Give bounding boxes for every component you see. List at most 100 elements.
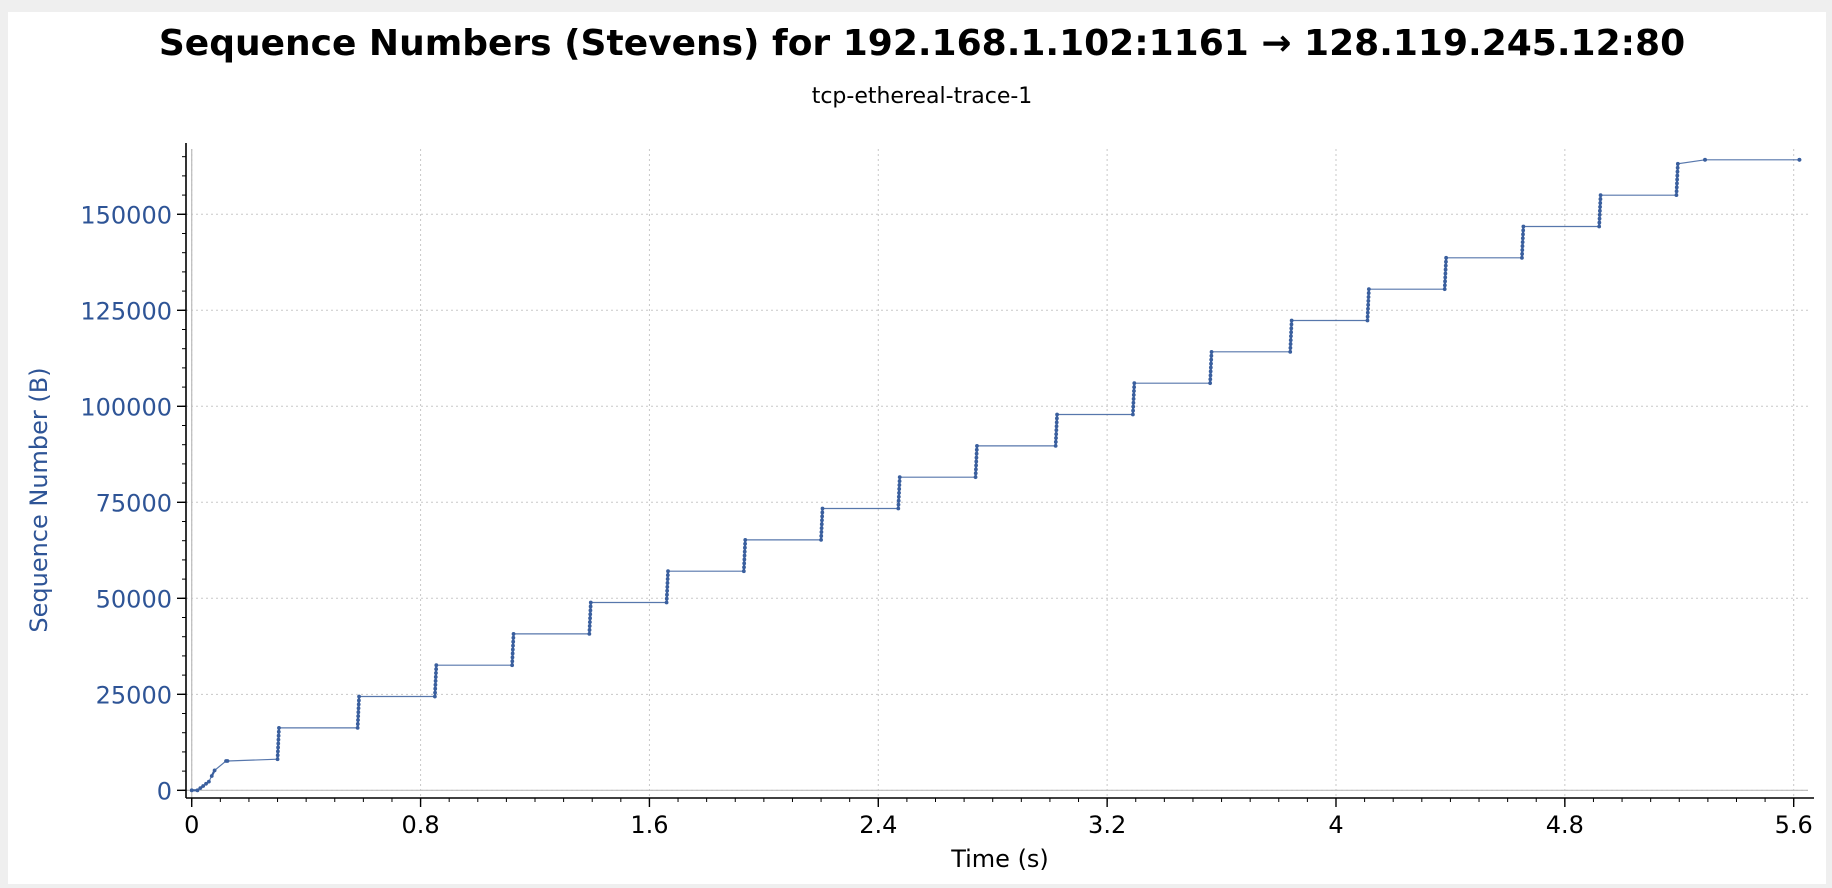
y-axis-label: Sequence Number (B) xyxy=(25,367,53,632)
segment-point xyxy=(275,753,280,758)
segment-point xyxy=(1130,412,1135,417)
y-tick-label: 0 xyxy=(157,777,172,805)
segment-point xyxy=(587,624,592,628)
segment-burst xyxy=(1130,381,1137,417)
segment-point xyxy=(819,522,824,527)
segment-point xyxy=(511,631,516,636)
segment-point xyxy=(1675,173,1680,178)
x-tick-label: 5.6 xyxy=(1775,811,1813,839)
segment-point xyxy=(356,714,361,719)
segment-point xyxy=(1289,334,1293,339)
x-tick-label: 0 xyxy=(184,811,199,839)
segment-point xyxy=(1054,428,1059,433)
segment-point xyxy=(665,592,669,597)
x-tick-label: 4.8 xyxy=(1546,811,1584,839)
segment-point xyxy=(742,549,747,554)
segment-point xyxy=(1597,224,1602,229)
segment-point xyxy=(1520,240,1525,245)
segment-point xyxy=(433,690,437,695)
segment-point xyxy=(1054,416,1059,421)
segment-point xyxy=(1366,302,1371,307)
segment-point xyxy=(820,518,824,523)
segment-point xyxy=(434,663,439,668)
segment-point xyxy=(1288,338,1293,342)
segment-point xyxy=(198,786,203,791)
segment-point xyxy=(432,694,437,699)
segment-point xyxy=(1674,193,1679,198)
segment-point xyxy=(588,604,593,609)
segment-point xyxy=(819,530,824,534)
segment-point xyxy=(356,710,361,715)
segment-point xyxy=(1054,432,1059,436)
segment-point xyxy=(588,608,593,613)
segment-point xyxy=(974,463,978,468)
segment-point xyxy=(1598,205,1602,209)
segment-point xyxy=(742,553,747,558)
segment-point xyxy=(1674,185,1679,190)
segment-point xyxy=(1054,436,1058,440)
segment-point xyxy=(588,616,592,621)
segment-point xyxy=(1598,197,1603,201)
segment-point xyxy=(510,647,515,652)
segment-burst xyxy=(209,768,217,778)
y-tick-label: 25000 xyxy=(96,681,172,709)
axes: 0 0.8 1.6 2.4 3.2 4 4.8 5.6 0 25000 50000 75000 1000… xyxy=(80,143,1814,839)
segment-point xyxy=(356,706,361,711)
segment-burst xyxy=(1208,349,1214,386)
segment-burst xyxy=(741,537,748,574)
segment-point xyxy=(212,768,217,773)
segment-point xyxy=(433,682,438,687)
segment-point xyxy=(588,600,593,605)
segment-burst xyxy=(587,600,593,636)
segment-point xyxy=(665,581,670,585)
segment-burst xyxy=(1597,193,1603,229)
segment-point xyxy=(1054,424,1059,429)
grid-lines xyxy=(186,149,1808,798)
segment-point xyxy=(820,514,825,519)
segment-point xyxy=(511,643,515,648)
segment-point xyxy=(1365,314,1370,319)
segment-point xyxy=(1208,373,1213,378)
segment-point xyxy=(1208,381,1213,386)
segment-burst xyxy=(198,784,206,791)
segment-point xyxy=(275,749,280,754)
segment-point xyxy=(433,678,438,683)
segment-point xyxy=(973,475,978,480)
segment-point xyxy=(664,596,669,601)
segment-point xyxy=(206,779,211,784)
segment-burst xyxy=(1442,255,1449,292)
segment-point xyxy=(897,487,902,491)
segment-point xyxy=(1209,361,1213,366)
segment-point xyxy=(896,502,901,507)
segment-burst xyxy=(896,475,902,511)
segment-point xyxy=(742,557,747,562)
segment-point xyxy=(1366,291,1371,295)
chart-panel: Sequence Numbers (Stevens) for 192.168.1… xyxy=(8,12,1826,884)
segment-point xyxy=(820,510,825,515)
segment-point xyxy=(1288,349,1293,354)
segment-point xyxy=(897,490,901,495)
segment-point xyxy=(1365,318,1370,323)
segment-point xyxy=(276,733,281,738)
segment-point xyxy=(587,620,592,625)
segment-point xyxy=(1209,349,1214,354)
segment-point xyxy=(1443,267,1448,272)
y-tick-label: 150000 xyxy=(80,201,172,229)
segment-burst xyxy=(204,779,211,786)
segment-point xyxy=(1597,208,1602,213)
segment-point xyxy=(1444,255,1449,260)
x-tick-label: 4 xyxy=(1328,811,1343,839)
segment-point xyxy=(209,774,214,778)
segment-point xyxy=(1443,271,1448,276)
segment-point xyxy=(1598,193,1603,198)
segment-point xyxy=(974,459,979,464)
segment-point xyxy=(1797,157,1802,162)
segment-point xyxy=(896,494,901,499)
segment-burst xyxy=(432,663,439,699)
segment-point xyxy=(588,612,593,617)
x-tick-label: 0.8 xyxy=(401,811,439,839)
segment-burst xyxy=(664,569,670,605)
segment-point xyxy=(897,475,902,480)
y-tick-label: 50000 xyxy=(96,585,172,613)
segment-point xyxy=(1442,283,1447,288)
